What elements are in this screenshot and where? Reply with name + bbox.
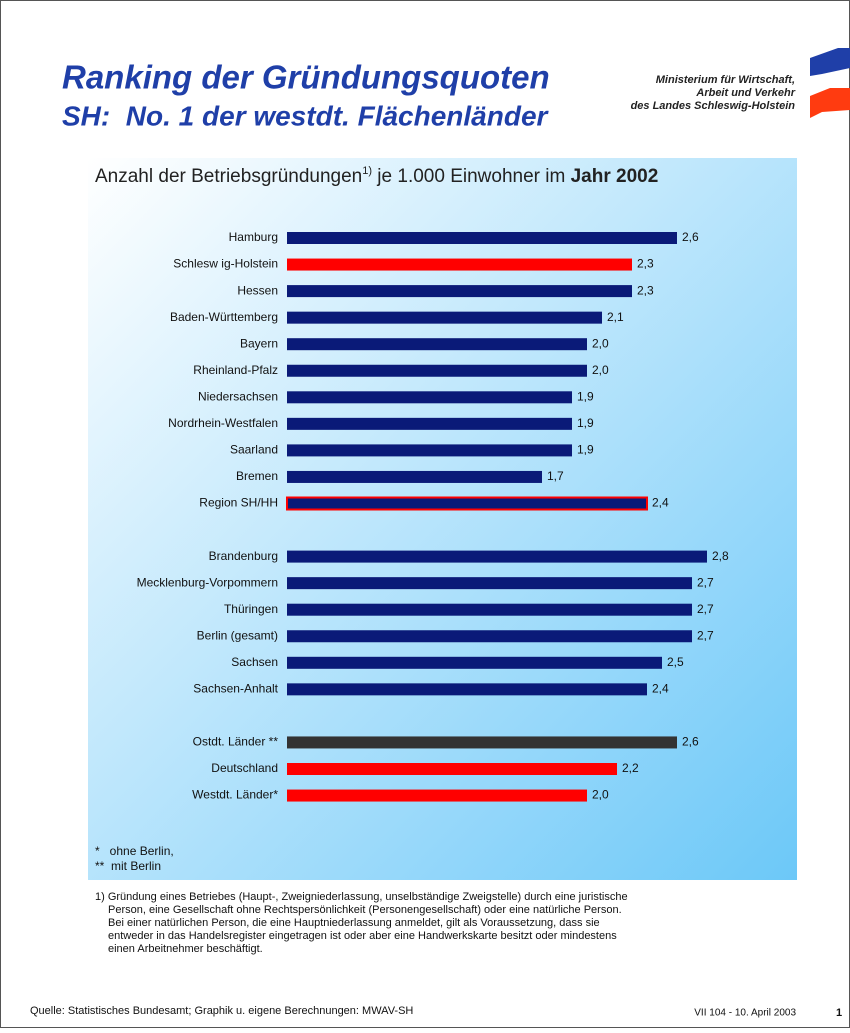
bar xyxy=(287,258,632,271)
category-label: Niedersachsen xyxy=(198,389,278,403)
category-label: Hamburg xyxy=(229,230,278,244)
bar xyxy=(287,311,602,324)
bar xyxy=(286,496,648,511)
chart-title: Jahr 2002 xyxy=(571,166,659,187)
category-label: Saarland xyxy=(230,443,278,457)
value-label: 2,8 xyxy=(712,549,729,563)
category-label: Baden-Württemberg xyxy=(170,310,278,324)
bar xyxy=(287,789,587,802)
bar xyxy=(287,391,572,404)
value-label: 2,7 xyxy=(697,575,714,589)
bar xyxy=(287,656,662,669)
category-label: Bremen xyxy=(236,469,278,483)
value-label: 2,1 xyxy=(607,310,624,324)
note: * ohne Berlin, xyxy=(95,844,174,858)
chart-title: je 1.000 Einwohner im xyxy=(372,166,571,187)
value-label: 2,6 xyxy=(682,735,699,749)
note: ** mit Berlin xyxy=(95,859,161,873)
category-label: Brandenburg xyxy=(209,549,278,563)
category-label: Deutschland xyxy=(211,761,278,775)
bar xyxy=(287,550,707,563)
bar xyxy=(287,364,587,377)
value-label: 2,7 xyxy=(697,628,714,642)
category-label: Nordrhein-Westfalen xyxy=(168,416,278,430)
category-label: Sachsen xyxy=(231,655,278,669)
category-label: Rheinland-Pfalz xyxy=(193,363,278,377)
category-label: Bayern xyxy=(240,336,278,350)
footnote: Bei einer natürlichen Person, die eine H… xyxy=(108,917,600,929)
ministry: Arbeit und Verkehr xyxy=(695,87,795,99)
date: VII 104 - 10. April 2003 xyxy=(694,1008,796,1019)
value-label: 2,4 xyxy=(652,496,669,510)
ministry: des Landes Schleswig-Holstein xyxy=(631,100,796,112)
bar xyxy=(287,683,647,696)
bar xyxy=(287,763,617,775)
value-label: 2,0 xyxy=(592,336,609,350)
source: Quelle: Statistisches Bundesamt; Graphik… xyxy=(30,1005,413,1017)
category-label: Hessen xyxy=(237,283,278,297)
bar xyxy=(287,577,692,590)
value-label: 2,0 xyxy=(592,788,609,802)
category-label: Westdt. Länder* xyxy=(192,788,278,802)
bar xyxy=(287,232,677,244)
bar xyxy=(287,338,587,351)
chart-title: Anzahl der Betriebsgründungen xyxy=(95,166,362,187)
category-label: Ostdt. Länder ** xyxy=(193,735,279,749)
category-label: Mecklenburg-Vorpommern xyxy=(137,575,278,589)
chart-panel xyxy=(88,158,797,880)
value-label: 2,7 xyxy=(697,602,714,616)
value-label: 2,3 xyxy=(637,283,654,297)
category-label: Sachsen-Anhalt xyxy=(193,682,278,696)
logo-red xyxy=(810,88,850,118)
category-label: Schlesw ig-Holstein xyxy=(173,257,278,271)
chart-title: Anzahl der Betriebsgründungen1) je 1.000… xyxy=(95,165,658,187)
bar xyxy=(287,630,692,643)
value-label: 2,6 xyxy=(682,230,699,244)
value-label: 2,2 xyxy=(622,761,639,775)
value-label: 2,4 xyxy=(652,682,669,696)
value-label: 2,0 xyxy=(592,363,609,377)
subtitle: SH: No. 1 der westdt. Flächenländer xyxy=(62,100,550,131)
footnote: einen Arbeitnehmer beschäftigt. xyxy=(108,943,263,955)
page-number: 1 xyxy=(836,1007,842,1019)
footnote: 1) Gründung eines Betriebes (Haupt-, Zwe… xyxy=(95,891,628,903)
chart-title-sup: 1) xyxy=(362,165,372,177)
bar xyxy=(287,603,692,616)
value-label: 2,3 xyxy=(637,257,654,271)
value-label: 1,7 xyxy=(547,469,564,483)
title: Ranking der Gründungsquoten xyxy=(62,59,550,96)
bar xyxy=(287,417,572,430)
value-label: 1,9 xyxy=(577,389,594,403)
category-label: Berlin (gesamt) xyxy=(197,628,278,642)
category-label: Region SH/HH xyxy=(199,496,278,510)
footnote: Person, eine Gesellschaft ohne Rechtsper… xyxy=(108,904,622,916)
bar xyxy=(287,736,677,749)
value-label: 1,9 xyxy=(577,416,594,430)
bar xyxy=(287,444,572,457)
bar xyxy=(287,285,632,298)
value-label: 2,5 xyxy=(667,655,684,669)
ministry: Ministerium für Wirtschaft, xyxy=(656,74,795,86)
footnote: entweder in das Handelsregister eingetra… xyxy=(108,930,617,942)
category-label: Thüringen xyxy=(224,602,278,616)
logo-blue xyxy=(810,48,850,76)
bar xyxy=(287,470,542,483)
value-label: 1,9 xyxy=(577,443,594,457)
